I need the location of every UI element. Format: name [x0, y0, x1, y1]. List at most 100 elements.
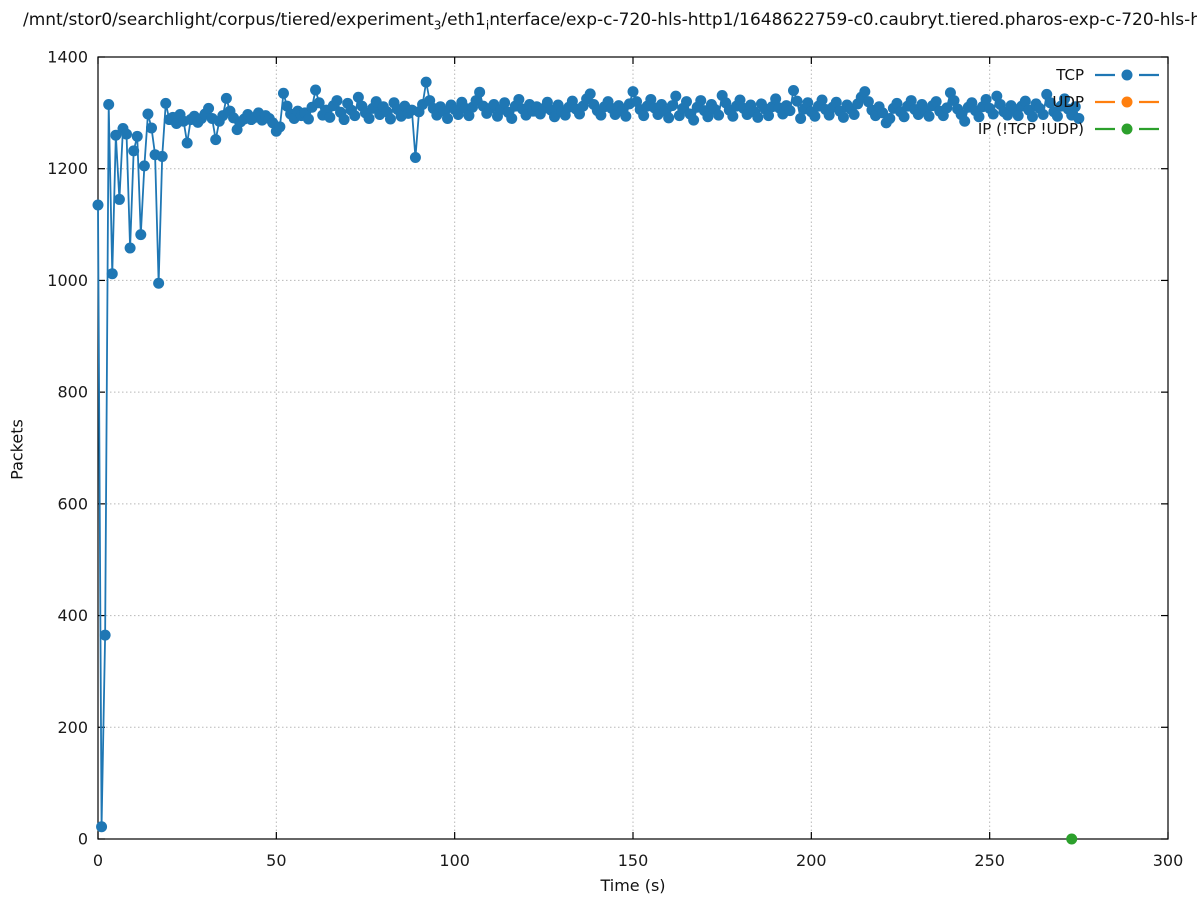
data-point	[1051, 110, 1063, 122]
legend-marker-tcp-icon	[1095, 69, 1159, 80]
series-ip-tcp-udp-	[1066, 833, 1078, 845]
data-point	[627, 86, 639, 98]
title-text-1: /mnt/stor0/searchlight/corpus/tiered/exp…	[23, 10, 434, 30]
data-point	[128, 145, 140, 157]
data-point	[135, 229, 147, 241]
y-axis-label: Packets	[7, 419, 27, 480]
data-point	[948, 95, 960, 107]
data-point	[973, 111, 985, 123]
data-point	[442, 112, 454, 124]
title-text-2: /eth1	[441, 10, 486, 30]
svg-text:200: 200	[57, 718, 88, 737]
data-point	[324, 111, 336, 123]
svg-text:800: 800	[57, 383, 88, 402]
title-subscript-3: 3	[433, 18, 442, 33]
svg-text:150: 150	[618, 851, 649, 870]
data-point	[727, 110, 739, 122]
data-point	[848, 109, 860, 121]
data-point	[160, 97, 172, 109]
data-point	[124, 242, 136, 254]
data-point	[784, 105, 796, 117]
svg-text:0: 0	[78, 830, 88, 849]
data-point	[987, 108, 999, 120]
data-point	[670, 90, 682, 102]
data-point	[313, 97, 325, 109]
data-point	[274, 121, 286, 133]
data-point	[513, 93, 525, 105]
data-point	[713, 109, 725, 121]
title-text-3: nterface/exp-c-720-hls-http1/1648622759-…	[489, 10, 1197, 30]
data-point	[277, 87, 289, 99]
data-point	[795, 112, 807, 124]
data-point	[837, 111, 849, 123]
data-point	[1073, 112, 1085, 124]
data-point	[1019, 95, 1031, 107]
data-point	[695, 95, 707, 107]
data-point	[99, 629, 111, 641]
data-point	[146, 122, 157, 134]
data-point	[620, 110, 632, 122]
legend-label-tcp: TCP	[1056, 65, 1084, 84]
data-point	[153, 277, 165, 289]
data-point	[338, 114, 350, 126]
data-point	[898, 111, 910, 123]
data-point	[734, 94, 746, 106]
svg-text:1000: 1000	[47, 271, 88, 290]
legend-item-tcp: TCP	[978, 61, 1160, 88]
legend: TCP UDP IP (!TCP !UDP)	[978, 61, 1160, 142]
y-tick-labels: 0 200 400 600 800 1000 1200 1400	[47, 48, 88, 849]
series-tcp	[92, 76, 1085, 833]
data-point	[352, 91, 364, 103]
data-point	[862, 96, 874, 108]
data-point	[791, 95, 803, 107]
data-point	[688, 114, 700, 126]
svg-text:300: 300	[1153, 851, 1184, 870]
legend-marker-ip-icon	[1095, 123, 1159, 134]
data-point	[106, 268, 118, 280]
data-point	[666, 100, 678, 112]
data-point	[420, 76, 432, 88]
axis-ticks	[97, 56, 1169, 840]
data-point	[138, 160, 150, 172]
data-point	[181, 137, 193, 149]
svg-text:50: 50	[266, 851, 286, 870]
data-point	[1012, 110, 1024, 122]
data-point	[156, 150, 168, 162]
data-point	[905, 95, 917, 107]
legend-label-ip-not-tcp-udp: IP (!TCP !UDP)	[977, 119, 1084, 138]
data-point	[310, 84, 322, 96]
data-point	[331, 95, 343, 107]
data-point	[452, 109, 464, 121]
data-point	[752, 111, 764, 123]
data-point	[103, 98, 115, 110]
svg-text:250: 250	[974, 851, 1005, 870]
data-point	[788, 85, 799, 97]
plot-border	[97, 56, 1169, 840]
data-point	[113, 193, 125, 205]
data-point	[941, 102, 953, 114]
data-point	[1059, 93, 1071, 105]
data-point	[595, 109, 607, 121]
data-point	[584, 88, 596, 100]
data-point	[884, 112, 896, 124]
data-point	[210, 134, 222, 146]
chart-title: /mnt/stor0/searchlight/corpus/tiered/exp…	[23, 10, 1197, 32]
data-point	[1066, 833, 1078, 845]
data-point	[645, 93, 657, 105]
legend-label-udp: UDP	[1052, 92, 1084, 111]
x-tick-labels: 0 50 100 150 200 250 300	[93, 851, 1183, 870]
data-point	[121, 128, 133, 140]
data-point	[131, 130, 143, 142]
legend-item-ip-not-tcp-udp: IP (!TCP !UDP)	[978, 115, 1160, 142]
data-point	[702, 111, 714, 123]
data-point	[463, 110, 475, 122]
data-point	[763, 110, 775, 122]
data-point	[770, 93, 782, 105]
data-point	[142, 108, 154, 120]
data-point	[384, 113, 396, 125]
data-point	[409, 152, 421, 164]
svg-text:1200: 1200	[47, 159, 88, 178]
data-point	[499, 97, 511, 109]
